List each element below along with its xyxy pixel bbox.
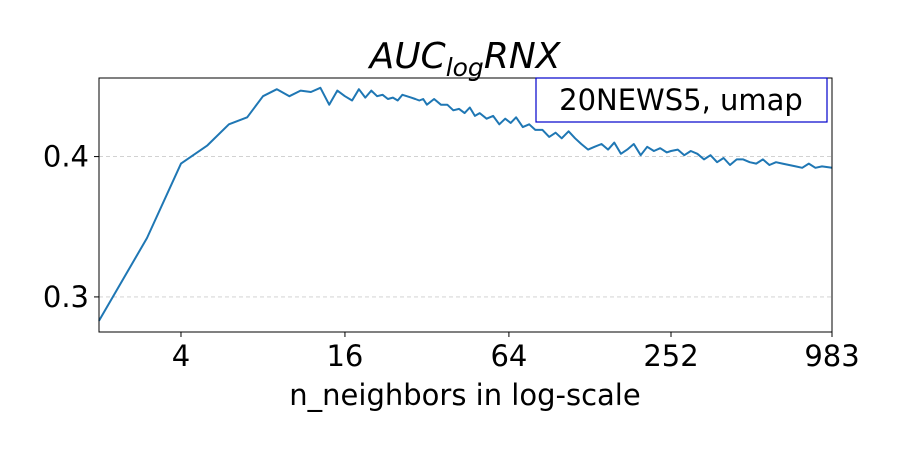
- chart-title: AUClogRNX: [368, 36, 562, 82]
- y-tick-label: 0.4: [43, 140, 89, 174]
- x-tick-label: 252: [643, 339, 698, 373]
- legend-frame: [535, 77, 828, 123]
- x-tick-label: 16: [326, 339, 363, 373]
- x-axis-label: n_neighbors in log-scale: [289, 378, 640, 412]
- grid-lines: [99, 156, 832, 298]
- plot-frame: [98, 77, 833, 333]
- legend-label: 20NEWS5, umap: [559, 83, 803, 117]
- chart-title-suffix: RNX: [484, 36, 562, 77]
- axes: 0.3 0.4 4 16 64 252 983: [43, 77, 860, 373]
- chart-title-subscript: log: [446, 53, 484, 82]
- y-tick-label: 0.3: [43, 280, 89, 314]
- series-line: [98, 86, 833, 322]
- x-tick-label: 64: [490, 339, 527, 373]
- x-tick-label: 983: [804, 339, 859, 373]
- x-tick-label: 4: [172, 339, 190, 373]
- legend-box: 20NEWS5, umap: [535, 77, 828, 123]
- series-layer: [98, 86, 833, 322]
- chart-title-main: AUC: [368, 36, 447, 77]
